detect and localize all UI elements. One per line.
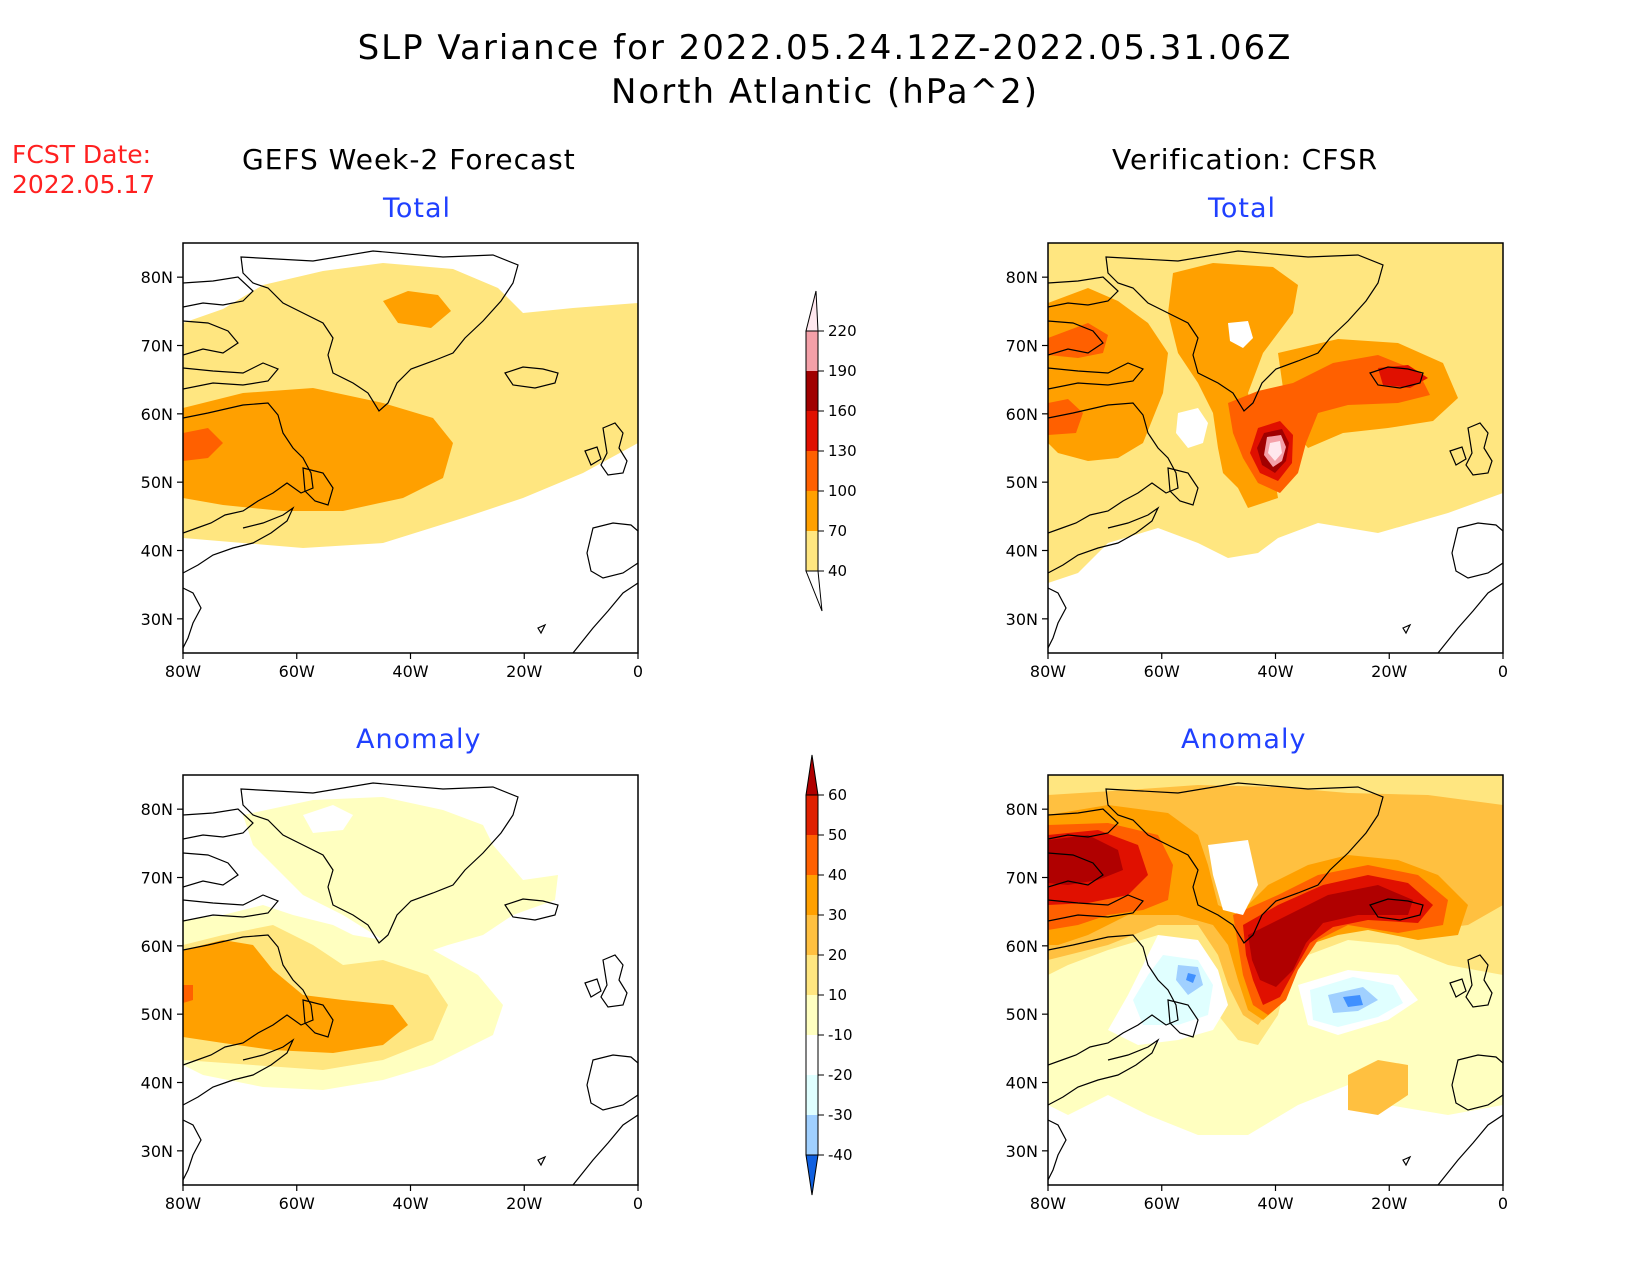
verification-column-title: Verification: CFSR — [1112, 143, 1379, 176]
forecast-total-map — [183, 250, 638, 653]
colorbar-label: 130 — [828, 442, 857, 460]
lat-tick-label: 50N — [1006, 473, 1038, 492]
colorbar-swatch — [806, 1075, 818, 1115]
forecast-column-title: GEFS Week-2 Forecast — [242, 143, 576, 176]
lat-tick-label: 30N — [141, 1142, 173, 1161]
lon-tick-label: 40W — [392, 1194, 428, 1213]
colorbar-lower-arrow — [805, 1154, 819, 1196]
lon-tick-label: 0 — [1498, 662, 1508, 681]
colorbar-label: 70 — [828, 522, 847, 540]
lon-tick-label: 80W — [165, 1194, 201, 1213]
lat-tick-label: 70N — [141, 869, 173, 888]
lat-tick-label: 60N — [1006, 405, 1038, 424]
colorbar-swatch — [806, 835, 818, 875]
lat-tick-label: 50N — [141, 1005, 173, 1024]
colorbar-label: -20 — [828, 1066, 853, 1084]
lat-tick-label: 40N — [1006, 542, 1038, 561]
colorbar-label: -10 — [828, 1026, 853, 1044]
verification-anomaly-title: Anomaly — [1181, 724, 1307, 755]
forecast-anomaly-title: Anomaly — [356, 724, 482, 755]
lon-tick-label: 40W — [1257, 1194, 1293, 1213]
lon-tick-label: 0 — [633, 662, 643, 681]
verification-total-title: Total — [1208, 193, 1277, 224]
colorbar-swatch — [806, 531, 818, 571]
colorbar-swatch — [806, 795, 818, 835]
lat-tick-label: 50N — [141, 473, 173, 492]
verification-anomaly-map — [1048, 775, 1503, 1185]
lat-tick-label: 60N — [1006, 937, 1038, 956]
colorbar-label: 20 — [828, 946, 847, 964]
axes-layer: 30N 40N 50N 60N 70N 80N 80W 60W 40W 20W 0 30N 40N 50N… — [141, 268, 1508, 1213]
lon-tick-label: 60W — [279, 1194, 315, 1213]
lon-tick-label: 80W — [1030, 662, 1066, 681]
colorbar-label: 30 — [828, 906, 847, 924]
lat-tick-label: 80N — [1006, 800, 1038, 819]
lat-tick-label: 80N — [141, 800, 173, 819]
colorbar-swatch — [806, 915, 818, 955]
lon-tick-label: 60W — [1144, 1194, 1180, 1213]
lat-tick-label: 80N — [141, 268, 173, 287]
colorbar-label: 220 — [828, 322, 857, 340]
colorbar-label: 10 — [828, 986, 847, 1004]
colorbar-label: -30 — [828, 1106, 853, 1124]
colorbar-swatch — [806, 955, 818, 995]
lon-tick-label: 0 — [633, 1194, 643, 1213]
lon-tick-label: 40W — [392, 662, 428, 681]
lon-tick-label: 40W — [1257, 662, 1293, 681]
lon-tick-label: 20W — [506, 662, 542, 681]
lon-tick-label: 80W — [1030, 1194, 1066, 1213]
colorbar-upper-arrow — [805, 290, 819, 332]
colorbar-label: 50 — [828, 826, 847, 844]
lat-tick-label: 70N — [1006, 869, 1038, 888]
title-line-1: SLP Variance for 2022.05.24.12Z-2022.05.… — [357, 28, 1293, 68]
lat-tick-label: 60N — [141, 937, 173, 956]
lat-tick-label: 60N — [141, 405, 173, 424]
colorbar-swatch — [806, 995, 818, 1035]
lat-tick-label: 40N — [141, 1074, 173, 1093]
title-line-2: North Atlantic (hPa^2) — [610, 72, 1039, 112]
colorbar-label: -40 — [828, 1146, 853, 1164]
forecast-total-title: Total — [383, 193, 452, 224]
fcst-date-value: 2022.05.17 — [12, 170, 156, 199]
lat-tick-label: 50N — [1006, 1005, 1038, 1024]
colorbar-swatch — [806, 411, 818, 451]
colorbar-upper-arrow — [805, 754, 819, 796]
forecast-anomaly-map — [183, 782, 638, 1185]
lat-tick-label: 40N — [141, 542, 173, 561]
lon-tick-label: 20W — [506, 1194, 542, 1213]
fcst-date-label: FCST Date: — [12, 140, 152, 169]
lon-tick-label: 0 — [1498, 1194, 1508, 1213]
lat-tick-label: 40N — [1006, 1074, 1038, 1093]
lat-tick-label: 70N — [1006, 337, 1038, 356]
colorbar-label: 100 — [828, 482, 857, 500]
total-colorbar: 40 70 100 130 160 190 220 — [805, 290, 857, 612]
lon-tick-label: 20W — [1371, 662, 1407, 681]
colorbar-swatch — [806, 875, 818, 915]
lon-tick-label: 60W — [279, 662, 315, 681]
colorbar-label: 60 — [828, 786, 847, 804]
lat-tick-label: 80N — [1006, 268, 1038, 287]
colorbar-swatch — [806, 371, 818, 411]
lat-tick-label: 70N — [141, 337, 173, 356]
colorbar-label: 190 — [828, 362, 857, 380]
anomaly-colorbar: 60 50 40 30 20 10 -10 -20 -30 -40 — [805, 754, 853, 1196]
colorbar-label: 40 — [828, 866, 847, 884]
colorbar-swatch — [806, 491, 818, 531]
colorbar-label: 160 — [828, 402, 857, 420]
lat-tick-label: 30N — [1006, 610, 1038, 629]
colorbar-swatch — [806, 331, 818, 371]
colorbar-swatch — [806, 451, 818, 491]
lat-tick-label: 30N — [141, 610, 173, 629]
verification-total-map — [1048, 243, 1503, 653]
colorbar-swatch — [806, 1035, 818, 1075]
lon-tick-label: 20W — [1371, 1194, 1407, 1213]
lat-tick-label: 30N — [1006, 1142, 1038, 1161]
lon-tick-label: 60W — [1144, 662, 1180, 681]
colorbar-swatch — [806, 1115, 818, 1155]
lon-tick-label: 80W — [165, 662, 201, 681]
colorbar-lower-arrow — [805, 570, 823, 612]
colorbar-label: 40 — [828, 562, 847, 580]
